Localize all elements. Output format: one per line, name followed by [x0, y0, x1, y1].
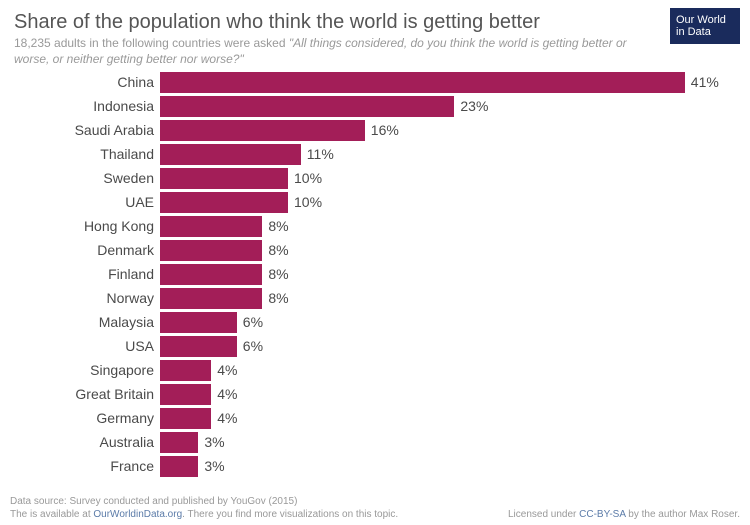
bar-value: 6% [243, 338, 263, 354]
bar-area: 8% [160, 286, 736, 310]
bar [160, 432, 198, 453]
bar [160, 312, 237, 333]
chart-row: Denmark 8% [0, 238, 736, 262]
chart-header: Share of the population who think the wo… [0, 0, 750, 71]
chart-row: Singapore 4% [0, 358, 736, 382]
chart-row: Hong Kong 8% [0, 214, 736, 238]
chart-row: USA 6% [0, 334, 736, 358]
bar-label: Thailand [0, 146, 160, 162]
bar-value: 4% [217, 362, 237, 378]
bar-label: Denmark [0, 242, 160, 258]
chart-row: Germany 4% [0, 406, 736, 430]
bar [160, 264, 262, 285]
chart-row: Australia 3% [0, 430, 736, 454]
bar-value: 10% [294, 194, 322, 210]
license-link[interactable]: CC-BY-SA [579, 509, 625, 520]
bar [160, 288, 262, 309]
bar [160, 240, 262, 261]
bar [160, 96, 454, 117]
bar-label: Australia [0, 434, 160, 450]
bar-label: Germany [0, 410, 160, 426]
bar-area: 8% [160, 262, 736, 286]
bar [160, 408, 211, 429]
bar-area: 6% [160, 334, 736, 358]
chart-row: Norway 8% [0, 286, 736, 310]
bar-area: 8% [160, 214, 736, 238]
chart-title: Share of the population who think the wo… [14, 10, 736, 34]
logo-line2: in Data [676, 26, 734, 38]
bar-value: 3% [204, 434, 224, 450]
chart-footer: Data source: Survey conducted and publis… [10, 495, 740, 521]
bar-area: 41% [160, 70, 736, 94]
chart-row: Finland 8% [0, 262, 736, 286]
bar-label: Indonesia [0, 98, 160, 114]
bar-value: 16% [371, 122, 399, 138]
bar-label: Sweden [0, 170, 160, 186]
logo-line1: Our World [676, 14, 734, 26]
bar-value: 8% [268, 218, 288, 234]
bar-area: 23% [160, 94, 736, 118]
bar-area: 16% [160, 118, 736, 142]
bar-area: 10% [160, 166, 736, 190]
owid-logo: Our World in Data [670, 8, 740, 44]
bar-label: China [0, 74, 160, 90]
bar-area: 4% [160, 406, 736, 430]
subtitle-prefix: 18,235 adults in the following countries… [14, 36, 289, 50]
bar-value: 4% [217, 410, 237, 426]
bar-area: 6% [160, 310, 736, 334]
bar-label: Norway [0, 290, 160, 306]
footer-source: Data source: Survey conducted and publis… [10, 495, 740, 508]
bar-label: USA [0, 338, 160, 354]
bar-value: 10% [294, 170, 322, 186]
chart-subtitle: 18,235 adults in the following countries… [14, 36, 634, 67]
bar [160, 360, 211, 381]
bar-label: Hong Kong [0, 218, 160, 234]
bar-area: 10% [160, 190, 736, 214]
bar [160, 168, 288, 189]
bar-value: 41% [691, 74, 719, 90]
bar-label: Finland [0, 266, 160, 282]
bar-value: 8% [268, 290, 288, 306]
chart-row: France 3% [0, 454, 736, 478]
bar [160, 144, 301, 165]
footer-license: Licensed under CC-BY-SA by the author Ma… [508, 508, 740, 521]
chart-row: China 41% [0, 70, 736, 94]
bar-area: 8% [160, 238, 736, 262]
owid-link[interactable]: OurWorldinData.org [93, 509, 182, 520]
bar [160, 336, 237, 357]
chart-row: UAE 10% [0, 190, 736, 214]
bar-label: France [0, 458, 160, 474]
bar-value: 3% [204, 458, 224, 474]
bar-area: 3% [160, 454, 736, 478]
bar-label: Singapore [0, 362, 160, 378]
bar-value: 8% [268, 242, 288, 258]
bar-area: 3% [160, 430, 736, 454]
chart-row: Great Britain 4% [0, 382, 736, 406]
bar-value: 4% [217, 386, 237, 402]
bar [160, 120, 365, 141]
bar [160, 192, 288, 213]
bar-chart: China 41% Indonesia 23% Saudi Arabia 16% Thail… [0, 70, 750, 489]
bar [160, 384, 211, 405]
bar-value: 23% [460, 98, 488, 114]
bar-label: Saudi Arabia [0, 122, 160, 138]
bar-label: UAE [0, 194, 160, 210]
bar-value: 6% [243, 314, 263, 330]
bar-area: 4% [160, 358, 736, 382]
bar [160, 216, 262, 237]
bar-value: 8% [268, 266, 288, 282]
bar-area: 4% [160, 382, 736, 406]
bar-label: Great Britain [0, 386, 160, 402]
chart-row: Indonesia 23% [0, 94, 736, 118]
chart-row: Sweden 10% [0, 166, 736, 190]
bar-area: 11% [160, 142, 736, 166]
bar-label: Malaysia [0, 314, 160, 330]
chart-row: Thailand 11% [0, 142, 736, 166]
chart-row: Malaysia 6% [0, 310, 736, 334]
bar [160, 456, 198, 477]
bar-value: 11% [307, 146, 334, 162]
chart-row: Saudi Arabia 16% [0, 118, 736, 142]
bar [160, 72, 685, 93]
